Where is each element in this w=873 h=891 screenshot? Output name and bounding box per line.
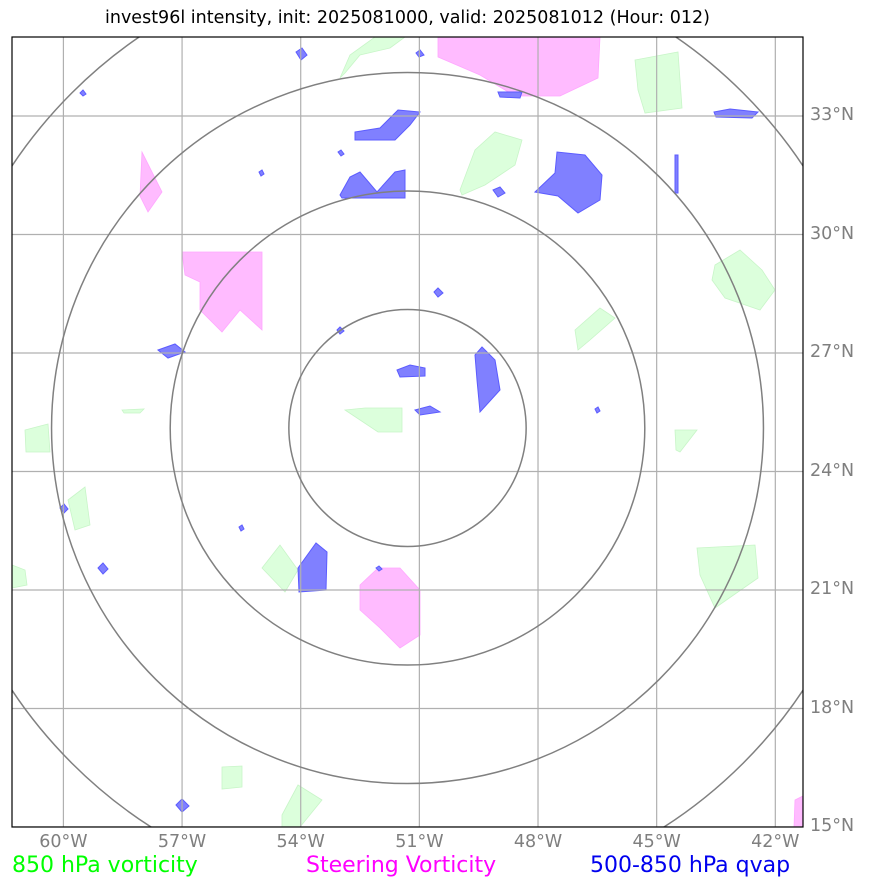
range-ring — [288, 308, 527, 548]
lon-label: 57°W — [157, 832, 207, 852]
lat-label: 27°N — [810, 342, 855, 362]
map-content — [12, 37, 803, 827]
map-title: invest96l intensity, init: 2025081000, v… — [105, 8, 710, 28]
lon-label: 60°W — [39, 832, 88, 852]
lon-label: 51°W — [395, 832, 444, 852]
graticule — [12, 37, 803, 827]
legend-steering-vorticity: Steering Vorticity — [306, 853, 497, 878]
lon-label: 42°W — [751, 832, 800, 852]
lat-label: 30°N — [810, 223, 855, 244]
lat-label: 15°N — [810, 816, 855, 836]
legend-850-vorticity: 850 hPa vorticity — [12, 853, 198, 878]
map-frame — [11, 36, 804, 828]
lon-label: 48°W — [513, 832, 563, 852]
lat-label: 33°N — [810, 105, 855, 125]
lon-label: 54°W — [276, 832, 325, 852]
range-ring — [50, 71, 765, 785]
lon-label: 45°W — [632, 832, 681, 852]
range-ring — [169, 190, 646, 666]
lat-label: 21°N — [810, 579, 855, 599]
qvap-areas — [59, 47, 760, 813]
vorticity-850-areas — [12, 37, 776, 827]
lat-label: 24°N — [810, 460, 855, 481]
steering-vorticity-areas — [139, 37, 803, 827]
lat-label: 18°N — [810, 697, 855, 718]
legend-qvap: 500-850 hPa qvap — [590, 853, 791, 878]
